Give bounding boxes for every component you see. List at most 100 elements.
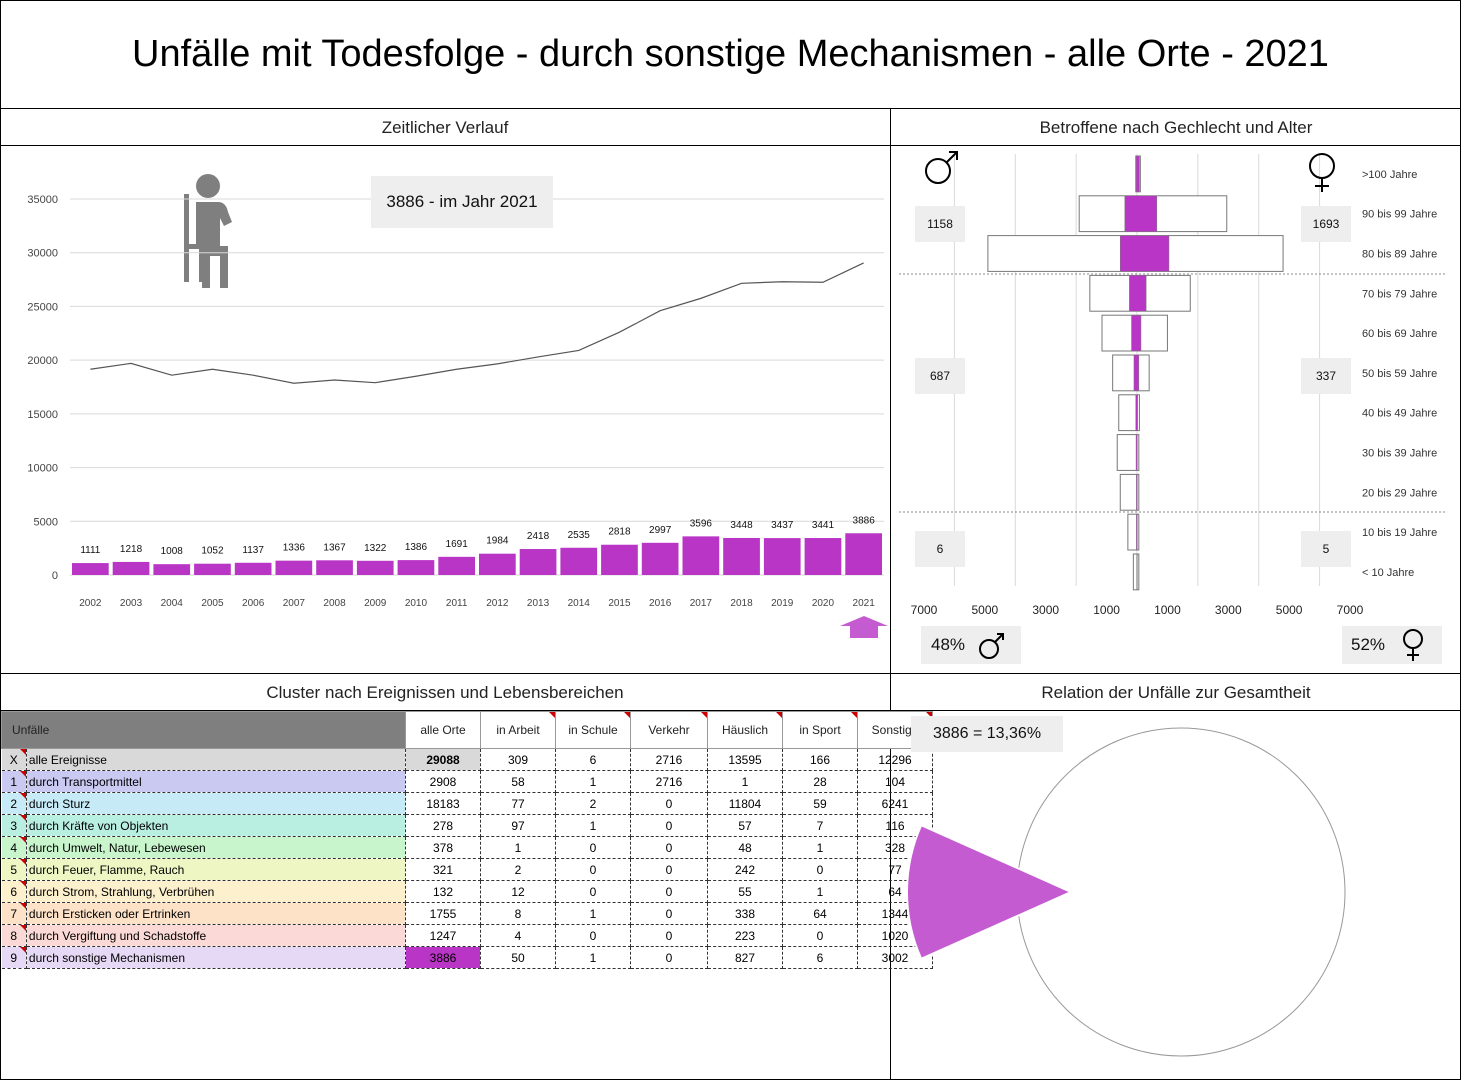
- row-id: 4: [1, 836, 27, 859]
- table-cell: 0: [555, 880, 631, 903]
- bar: [112, 561, 150, 575]
- relation-title: Relation der Unfälle zur Gesamtheit: [1041, 683, 1311, 702]
- table-cell: 1: [782, 836, 858, 859]
- bar-value-label: 3441: [812, 520, 835, 531]
- age-group-label: 20 bis 29 Jahre: [1362, 487, 1437, 499]
- row-label: durch Transportmittel: [26, 770, 407, 793]
- bar: [438, 556, 475, 575]
- table-cell: 321: [405, 858, 481, 881]
- x-tick-label: 2003: [120, 598, 143, 609]
- table-row: 9 durch sonstige Mechanismen 3886 50 1 0 827 6 3…: [1, 946, 933, 969]
- total-bar: [1119, 473, 1140, 511]
- male-share: 48%: [931, 635, 966, 654]
- row-label: durch sonstige Mechanismen: [26, 946, 407, 969]
- male-symbol-icon: [979, 633, 1005, 659]
- table-cell: 278: [405, 814, 481, 837]
- y-tick-label: 30000: [27, 248, 58, 260]
- bar: [641, 542, 679, 575]
- table-row: 1 durch Transportmittel 2908 58 1 2716 1 28 104: [1, 770, 933, 793]
- selected-bar: [1136, 513, 1138, 551]
- x-tick-label: 2002: [79, 598, 102, 609]
- relation-pie: [906, 727, 1346, 1057]
- selected-bar: [1129, 275, 1147, 312]
- column-header: in Arbeit: [480, 711, 556, 749]
- x-tick-label: 2004: [161, 598, 184, 609]
- column-header: alle Orte: [405, 711, 481, 749]
- pyramid-chart: 7000 5000 3000 1000 1000 3000 5000 7000 >100 Jah…: [899, 151, 1446, 617]
- age-group-label: 70 bis 79 Jahre: [1362, 288, 1437, 300]
- bar: [72, 563, 109, 575]
- column-header: in Sport: [782, 711, 858, 749]
- table-cell: 242: [707, 858, 783, 881]
- table-cell: 1: [555, 770, 631, 793]
- column-header: Häuslich: [707, 711, 783, 749]
- table-cell: 1755: [405, 902, 481, 925]
- row-label: durch Vergiftung und Schadstoffe: [26, 924, 407, 947]
- table-cell: 1247: [405, 924, 481, 947]
- table-cell: 0: [630, 792, 708, 815]
- table-cell: 77: [480, 792, 556, 815]
- x-tick-label: 2012: [486, 598, 509, 609]
- x-tick-label: 2005: [201, 598, 224, 609]
- y-tick-label: 5000: [34, 516, 58, 528]
- table-cell: 0: [630, 946, 708, 969]
- table-cell: 1: [555, 946, 631, 969]
- female-share: 52%: [1351, 635, 1386, 654]
- age-group-label: 10 bis 19 Jahre: [1362, 527, 1437, 539]
- bar-value-label: 1691: [446, 539, 469, 550]
- table-cell: 0: [782, 858, 858, 881]
- age-group-label: < 10 Jahre: [1362, 567, 1414, 579]
- age-group-label: 40 bis 49 Jahre: [1362, 408, 1437, 420]
- timeline-title: Zeitlicher Verlauf: [381, 118, 509, 137]
- selected-bar: [1124, 195, 1158, 232]
- row-label: durch Ersticken oder Ertrinken: [26, 902, 407, 925]
- table-cell: 6: [782, 946, 858, 969]
- age-group-label: 60 bis 69 Jahre: [1362, 328, 1437, 340]
- x-tick-label: 2016: [649, 598, 672, 609]
- row-label: durch Strom, Strahlung, Verbrühen: [26, 880, 407, 903]
- table-cell: 8: [480, 902, 556, 925]
- table-cell: 97: [480, 814, 556, 837]
- table-cell: 50: [480, 946, 556, 969]
- divider: [0, 145, 1461, 146]
- pyramid-title: Betroffene nach Gechlecht und Alter: [1039, 118, 1313, 137]
- bar-value-label: 1137: [242, 545, 264, 556]
- table-cell: 3886: [405, 946, 481, 969]
- table-cell: 2: [555, 792, 631, 815]
- table-cell: 0: [630, 836, 708, 859]
- bar: [763, 538, 801, 575]
- column-header: Unfälle: [1, 711, 406, 749]
- bar-value-label: 2997: [649, 525, 672, 536]
- bar-value-label: 1322: [364, 543, 387, 554]
- row-label: durch Kräfte von Objekten: [26, 814, 407, 837]
- table-cell: 57: [707, 814, 783, 837]
- table-cell: 1: [555, 814, 631, 837]
- table-cell: 29088: [405, 748, 481, 771]
- x-tick-label: 7000: [911, 603, 938, 617]
- table-cell: 1: [480, 836, 556, 859]
- table-cell: 116: [857, 814, 933, 837]
- series-line: [90, 262, 864, 384]
- bar: [804, 538, 842, 575]
- table-cell: 1: [707, 770, 783, 793]
- table-cell: 2: [480, 858, 556, 881]
- table-cell: 6241: [857, 792, 933, 815]
- row-id: X: [1, 748, 27, 771]
- bar: [194, 563, 231, 575]
- male-total-young: 6: [915, 531, 965, 567]
- table-cell: 0: [630, 902, 708, 925]
- table-cell: 223: [707, 924, 783, 947]
- bar-value-label: 3596: [690, 518, 713, 529]
- table-cell: 1: [555, 902, 631, 925]
- bar: [560, 547, 598, 575]
- y-tick-label: 35000: [27, 194, 58, 206]
- bar-value-label: 1052: [201, 546, 224, 557]
- female-total-middle: 337: [1301, 358, 1351, 394]
- male-symbol-icon: [925, 151, 958, 184]
- female-total-90plus: 1693: [1301, 206, 1351, 242]
- bar: [356, 560, 394, 575]
- y-tick-label: 20000: [27, 355, 58, 367]
- table-cell: 58: [480, 770, 556, 793]
- row-id: 2: [1, 792, 27, 815]
- bar-value-label: 3448: [730, 520, 753, 531]
